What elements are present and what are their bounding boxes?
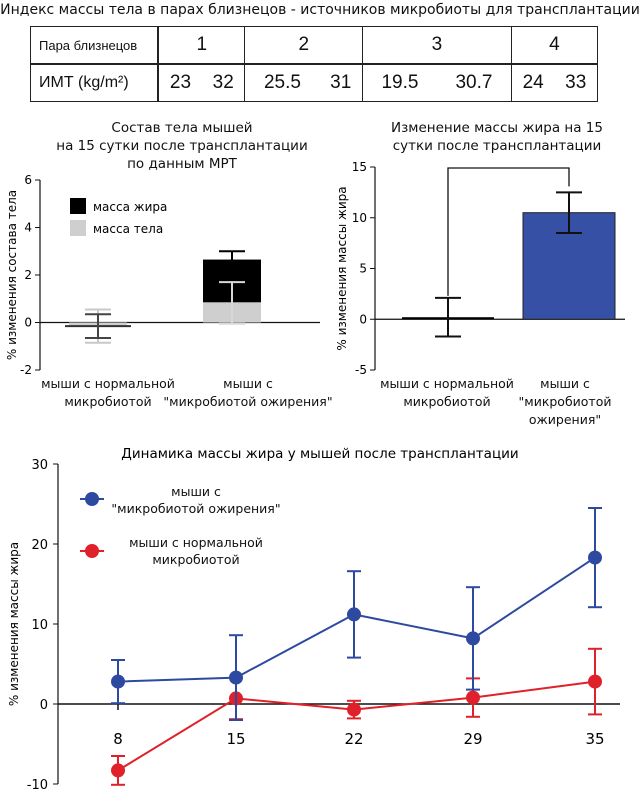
- chart3-series-line: [117, 680, 596, 772]
- chart3-y-tick-label: 0: [40, 698, 48, 713]
- chart3-title: Динамика массы жира у мышей после трансп…: [121, 446, 518, 462]
- chart2-category-label: "микробиотой: [519, 394, 612, 409]
- chart1-title: по данным МРТ: [127, 156, 238, 172]
- chart2-category-label: мыши с: [540, 376, 590, 391]
- bmi-value: 23: [157, 63, 202, 102]
- pair-1: 1: [157, 26, 246, 65]
- chart1-y-tick-label: 2: [24, 268, 32, 282]
- chart3-point: [229, 670, 243, 685]
- chart1-y-tick-label: 4: [24, 221, 32, 235]
- chart1-category-label: мыши с нормальной: [41, 376, 175, 391]
- pair-2: 2: [244, 26, 363, 65]
- bmi-value: 32: [201, 63, 246, 102]
- chart2-y-tick-label: 5: [359, 262, 367, 276]
- chart1-legend-swatch: [70, 198, 86, 214]
- chart3-point: [347, 607, 361, 622]
- chart2-y-label: % изменения массы жира: [335, 186, 349, 350]
- chart1-legend-label: масса тела: [93, 222, 163, 236]
- chart1-y-tick-label: -2: [20, 363, 32, 377]
- chart1-category-label: мыши с: [223, 376, 273, 391]
- chart2-category-label: микробиотой: [403, 394, 490, 409]
- chart3-point: [111, 763, 125, 778]
- chart3-x-tick-label: 22: [344, 730, 363, 748]
- chart2-y-tick-label: 0: [359, 312, 367, 326]
- bmi-value: 33: [554, 63, 599, 102]
- chart1-category-label: "микробиотой ожирения": [163, 394, 332, 409]
- chart2-category-label: ожирения": [529, 412, 601, 427]
- chart2-y-tick-label: 10: [352, 211, 367, 225]
- chart1-title: Состав тела мышей: [111, 120, 252, 136]
- chart1-category-label: микробиотой: [64, 394, 151, 409]
- bmi-label: ИМТ (kg/m²): [30, 63, 159, 102]
- chart3-point: [466, 690, 480, 705]
- bmi-value: 31: [319, 63, 363, 102]
- chart1-legend-label: масса жира: [93, 200, 167, 214]
- chart3-point: [466, 631, 480, 646]
- chart3-y-tick-label: -10: [27, 778, 48, 793]
- chart1-legend-swatch: [70, 220, 86, 236]
- bmi-value: 25.5: [244, 63, 320, 102]
- chart1-y-tick-label: 6: [24, 173, 32, 187]
- chart3-y-tick-label: 10: [31, 618, 48, 633]
- chart2-significance-bracket: [447, 167, 570, 296]
- chart3-y-tick-label: 30: [31, 458, 48, 473]
- chart3-x-tick-label: 35: [585, 730, 604, 748]
- chart3-x-tick-label: 29: [463, 730, 482, 748]
- chart3-point: [111, 674, 125, 689]
- chart2-title: Изменение массы жира на 15: [391, 120, 603, 136]
- chart3-y-label: % изменения массы жира: [7, 542, 21, 706]
- chart3-x-tick-label: 8: [113, 730, 123, 748]
- chart3-y-tick-label: 20: [31, 538, 48, 553]
- page-title: Индекс массы тела в парах близнецов - ис…: [0, 2, 640, 18]
- bmi-value: 30.7: [436, 63, 512, 102]
- chart3-point: [588, 674, 602, 689]
- pair-label: Пара близнецов: [30, 26, 159, 65]
- chart3-x-tick-label: 15: [226, 730, 245, 748]
- chart1-y-tick-label: 0: [24, 316, 32, 330]
- chart1-title: на 15 сутки после трансплантации: [56, 138, 307, 154]
- bmi-table: Пара близнецов 1 2 3 4 ИМТ (kg/m²) 23 32…: [30, 26, 599, 102]
- chart2-y-tick-label: 15: [352, 160, 367, 174]
- bmi-value: 19.5: [361, 63, 437, 102]
- chart3-legend-label: мыши с нормальной: [129, 535, 263, 550]
- chart1-y-label: % изменения состава тела: [5, 190, 19, 360]
- chart3-legend-label: "микробиотой ожирения": [111, 501, 280, 516]
- chart3-point: [347, 702, 361, 717]
- chart3-point: [588, 550, 602, 565]
- chart2-title: сутки после трансплантации: [393, 138, 602, 154]
- chart2-y-tick-label: -5: [355, 363, 367, 377]
- pair-4: 4: [510, 26, 599, 65]
- chart2-category-label: мыши с нормальной: [380, 376, 514, 391]
- bmi-value: 24: [510, 63, 555, 102]
- chart3-legend-label: мыши с: [171, 484, 221, 499]
- chart3-legend-label: микробиотой: [152, 552, 239, 567]
